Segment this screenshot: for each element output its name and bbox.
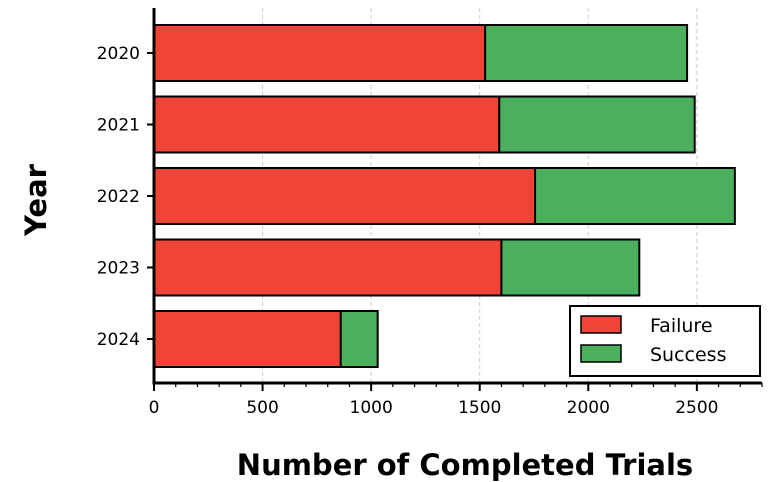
y-axis-title: Year [19, 163, 53, 237]
x-tick-label-1000: 1000 [350, 398, 393, 418]
x-tick-label-1500: 1500 [458, 398, 501, 418]
bars [153, 24, 736, 368]
bar-success-2023 [500, 238, 641, 297]
bar-failure-2021 [153, 95, 501, 154]
y-tick-label-2023: 2023 [97, 259, 140, 279]
bar-failure-2023 [153, 238, 503, 297]
bar-success-2021 [498, 95, 696, 154]
y-tick-label-2020: 2020 [97, 44, 140, 64]
x-tick-label-2500: 2500 [675, 398, 718, 418]
y-tick-label-2021: 2021 [97, 116, 140, 136]
bar-failure-2022 [153, 167, 537, 225]
legend-swatch-success [580, 344, 622, 363]
y-tick-label-2024: 2024 [97, 330, 140, 350]
legend: Failure Success [569, 305, 761, 377]
bar-failure-2020 [153, 24, 487, 82]
x-tick-label-500: 500 [246, 398, 278, 418]
bar-success-2024 [339, 310, 379, 368]
ticks: 2020 2021 2022 2023 2024 0 500 1000 1500 2000 2500 [97, 44, 763, 418]
x-tick-label-2000: 2000 [567, 398, 610, 418]
bar-success-2020 [484, 24, 689, 82]
bar-success-2022 [534, 167, 736, 225]
legend-swatch-failure [580, 315, 622, 334]
legend-label-failure: Failure [650, 315, 713, 337]
bar-failure-2024 [153, 310, 342, 368]
x-tick-label-0: 0 [149, 398, 160, 418]
legend-label-success: Success [650, 344, 726, 366]
x-axis-title: Number of Completed Trials [237, 448, 693, 482]
y-tick-label-2022: 2022 [97, 187, 140, 207]
